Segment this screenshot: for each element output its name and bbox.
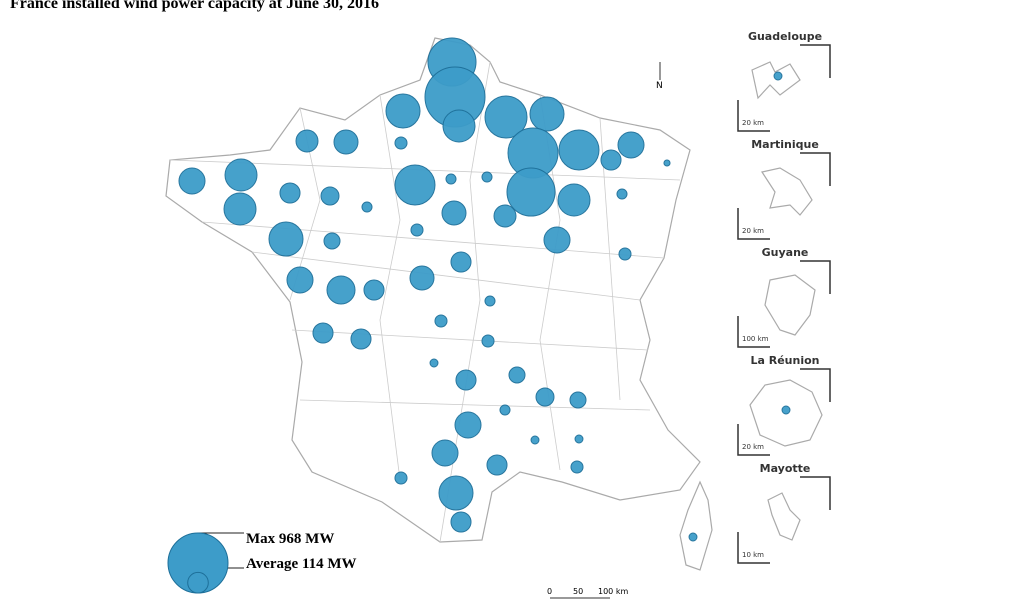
capacity-bubble [268,221,304,257]
capacity-bubble [574,434,584,444]
inset-scale: 100 km [742,335,769,343]
capacity-bubble [508,366,526,384]
capacity-bubble [394,164,436,206]
capacity-bubble [394,136,408,150]
inset-island [764,274,816,336]
capacity-bubble [326,275,356,305]
inset-frame [800,260,831,294]
legend-label: Max 968 MW [246,531,334,547]
inset-island [767,492,801,541]
capacity-bubble [429,358,439,368]
inset-frame [737,424,770,456]
inset-frame [800,476,831,510]
inset-title: Martinique [751,138,819,151]
capacity-bubble [450,251,472,273]
capacity-bubble [773,71,783,81]
capacity-bubble [454,411,482,439]
corsica [679,480,713,571]
capacity-bubble [434,314,448,328]
capacity-bubble [557,183,591,217]
inset-scale: 20 km [742,443,764,451]
capacity-bubble [616,188,628,200]
inset-frame [800,44,831,78]
capacity-bubble [688,532,698,542]
inset-title: Guyane [762,246,809,259]
north-label: N [656,81,663,91]
capacity-bubble [441,200,467,226]
capacity-bubble [442,109,476,143]
capacity-bubble [484,295,496,307]
capacity-bubble [178,167,206,195]
capacity-bubble [481,334,495,348]
capacity-bubble [410,223,424,237]
inset-title: Guadeloupe [748,30,822,43]
north-arrow: N [656,62,663,91]
capacity-bubble [223,192,257,226]
capacity-bubble [529,96,565,132]
capacity-bubble [618,247,632,261]
legend-circle [187,571,209,594]
capacity-bubble [323,232,341,250]
inset-frame [737,532,770,564]
capacity-bubble [409,265,435,291]
capacity-bubble [450,511,472,533]
map-title: France installed wind power capacity at … [10,0,379,12]
inset-scale: 20 km [742,227,764,235]
scale-label: 0 [547,587,552,596]
inset-title: Mayotte [760,462,811,475]
capacity-bubble [781,405,791,415]
scale-bar: 0 50 100 km [547,587,628,599]
scale-label: 100 km [598,587,628,596]
capacity-bubble [279,182,301,204]
inset-scale: 10 km [742,551,764,559]
capacity-bubble [535,387,555,407]
capacity-bubble [312,322,334,344]
capacity-bubble [333,129,359,155]
legend-label: Average 114 MW [246,556,357,572]
inset-title: La Réunion [750,354,819,367]
inset-frame [737,316,770,348]
capacity-bubble [530,435,540,445]
inset-frame [800,368,831,402]
capacity-bubble [350,328,372,350]
capacity-bubble [569,391,587,409]
inset-frame [737,100,770,132]
capacity-bubble [320,186,340,206]
capacity-bubble [486,454,508,476]
capacity-bubble [481,171,493,183]
capacity-bubble [506,167,556,217]
capacity-bubble [363,279,385,301]
capacity-bubble [445,173,457,185]
capacity-bubble [663,159,671,167]
capacity-bubble [484,95,528,139]
capacity-bubble [286,266,314,294]
inset-scale: 20 km [742,119,764,127]
capacity-bubble [295,129,319,153]
capacity-bubble [600,149,622,171]
inset-frame [800,152,831,186]
inset-island [761,167,813,216]
capacity-bubble [499,404,511,416]
capacity-bubble [493,204,517,228]
capacity-bubble [570,460,584,474]
capacity-bubble [224,158,258,192]
capacity-bubble [361,201,373,213]
capacity-bubble [385,93,421,129]
capacity-bubble [543,226,571,254]
capacity-bubble [558,129,600,171]
inset-frame [737,208,770,240]
capacity-bubble [438,475,474,511]
capacity-bubble [431,439,459,467]
capacity-bubble [394,471,408,485]
scale-label: 50 [573,587,583,596]
capacity-bubble [455,369,477,391]
capacity-bubble [617,131,645,159]
